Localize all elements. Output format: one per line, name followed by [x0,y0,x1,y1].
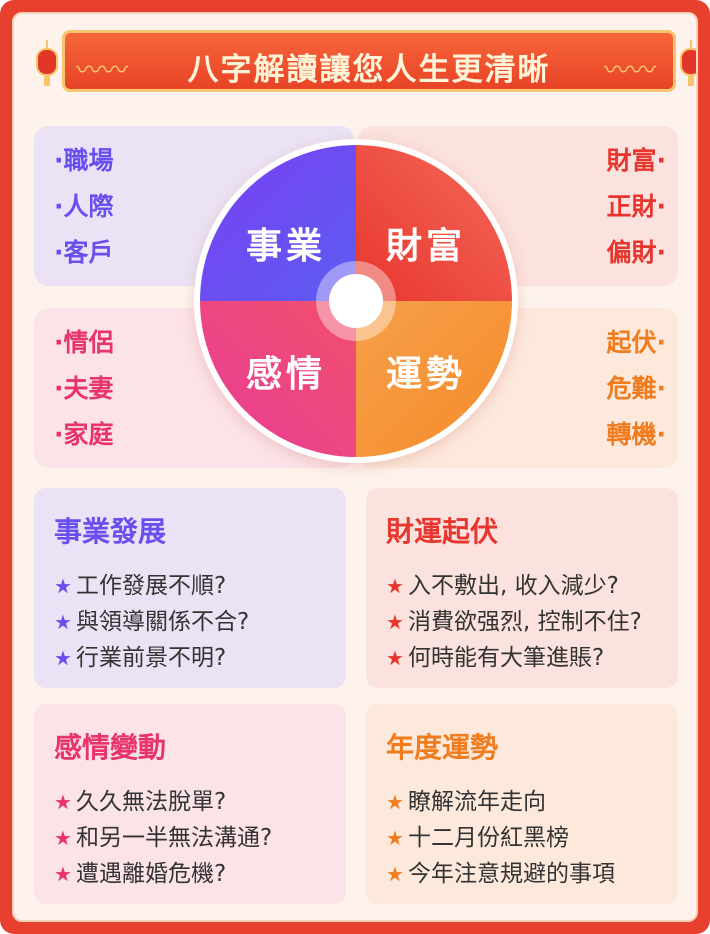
quadrant-label-wealth: 財富 [386,225,467,267]
star-icon: ★ [386,790,404,814]
star-icon: ★ [386,862,404,886]
list-item: ★ 入不敷出, 收入減少? [386,566,619,600]
fortune-card: 年度運勢 ★ 瞭解流年走向 ★ 十二月份紅黑榜 ★ 今年注意規避的事項 [366,704,678,904]
career-card: 事業發展 ★ 工作發展不順? ★ 與領導關係不合? ★ 行業前景不明? [34,488,346,688]
four-quadrant-wheel: 事業 財富 感情 運勢 [194,139,518,463]
star-icon: ★ [386,574,404,598]
quadrant-label-fortune: 運勢 [386,353,467,395]
quadrant-fortune [356,301,512,457]
cloud-ornament-icon: 〰〰 [604,56,657,86]
list-item-text: 與領導關係不合? [76,609,250,635]
list-item: ★ 與領導關係不合? [54,602,249,636]
star-icon: ★ [54,646,72,670]
star-icon: ★ [54,610,72,634]
tag-hardship: 危難· [606,374,667,403]
wealth-tags: 財富· 正財· 偏財· [607,138,667,276]
tag-ups-downs: 起伏· [606,328,667,357]
quadrant-career [200,145,356,301]
list-item: ★ 和另一半無法溝通? [54,818,272,852]
list-item: ★ 何時能有大筆進賬? [386,638,604,672]
star-icon: ★ [54,862,72,886]
tag-turning-point: 轉機· [606,420,667,449]
love-card: 感情變動 ★ 久久無法脫單? ★ 和另一半無法溝通? ★ 遭遇離婚危機? [34,704,346,904]
fortune-tags: 起伏· 危難· 轉機· [607,320,667,458]
quadrant-wealth [356,145,512,301]
quadrant-love [200,301,356,457]
tag-wealth: 財富· [606,146,667,175]
love-tags: ·情侶 ·夫妻 ·家庭 [54,320,114,458]
list-item: ★ 今年注意規避的事項 [386,854,615,888]
list-item: ★ 十二月份紅黑榜 [386,818,569,852]
lantern-icon [36,40,58,86]
list-item: ★ 行業前景不明? [54,638,226,672]
list-item-text: 消費欲强烈, 控制不住? [408,609,642,635]
tag-relationships: ·人際 [54,192,114,221]
list-item-text: 十二月份紅黑榜 [408,825,569,851]
list-item-text: 遭遇離婚危機? [76,861,227,887]
tag-regular-wealth: 正財· [606,192,667,221]
lantern-icon [680,40,696,86]
tag-clients: ·客戶 [54,238,114,267]
star-icon: ★ [386,646,404,670]
cloud-ornament-icon: 〰〰 [76,56,129,86]
quadrant-label-love: 感情 [246,353,327,395]
list-item-text: 久久無法脫單? [76,789,227,815]
list-item-text: 瞭解流年走向 [408,789,546,815]
card-title: 財運起伏 [386,515,499,548]
quadrant-label-career: 事業 [246,225,327,267]
star-icon: ★ [54,574,72,598]
tag-spouse: ·夫妻 [54,374,114,403]
page-title: 八字解讀讓您人生更清晰 [187,52,551,88]
wealth-card: 財運起伏 ★ 入不敷出, 收入減少? ★ 消費欲强烈, 控制不住? ★ 何時能有大筆進… [366,488,678,688]
banner-ribbon [62,30,676,92]
career-tags: ·職場 ·人際 ·客戶 [54,138,114,276]
tag-workplace: ·職場 [54,146,114,175]
title-banner: 〰〰 〰〰 八字解讀讓您人生更清晰 [32,20,696,98]
tag-couple: ·情侶 [54,328,114,357]
star-icon: ★ [386,826,404,850]
list-item: ★ 消費欲强烈, 控制不住? [386,602,642,636]
list-item-text: 何時能有大筆進賬? [408,645,605,671]
list-item-text: 和另一半無法溝通? [76,825,273,851]
card-title: 感情變動 [54,731,167,764]
list-item-text: 行業前景不明? [76,645,227,671]
card-title: 事業發展 [54,515,167,548]
star-icon: ★ [54,790,72,814]
card-title: 年度運勢 [386,731,499,764]
tag-windfall-wealth: 偏財· [606,238,667,267]
star-icon: ★ [386,610,404,634]
list-item: ★ 遭遇離婚危機? [54,854,226,888]
list-item-text: 入不敷出, 收入減少? [408,573,619,599]
content-panel: 〰〰 〰〰 八字解讀讓您人生更清晰 ·職場 ·人際 ·客戶 財富· 正財· 偏財… [12,12,698,922]
list-item-text: 今年注意規避的事項 [408,861,615,887]
wheel-center [329,274,383,328]
list-item: ★ 久久無法脫單? [54,782,226,816]
star-icon: ★ [54,826,72,850]
list-item: ★ 工作發展不順? [54,566,226,600]
list-item-text: 工作發展不順? [76,573,227,599]
tag-family: ·家庭 [54,420,114,449]
list-item: ★ 瞭解流年走向 [386,782,546,816]
